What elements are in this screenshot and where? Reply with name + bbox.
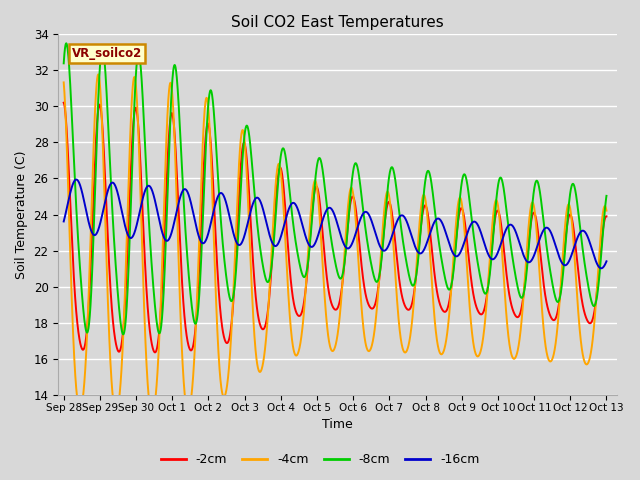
- Title: Soil CO2 East Temperatures: Soil CO2 East Temperatures: [232, 15, 444, 30]
- X-axis label: Time: Time: [323, 419, 353, 432]
- Legend: -2cm, -4cm, -8cm, -16cm: -2cm, -4cm, -8cm, -16cm: [156, 448, 484, 471]
- Text: VR_soilco2: VR_soilco2: [72, 48, 143, 60]
- Y-axis label: Soil Temperature (C): Soil Temperature (C): [15, 150, 28, 279]
